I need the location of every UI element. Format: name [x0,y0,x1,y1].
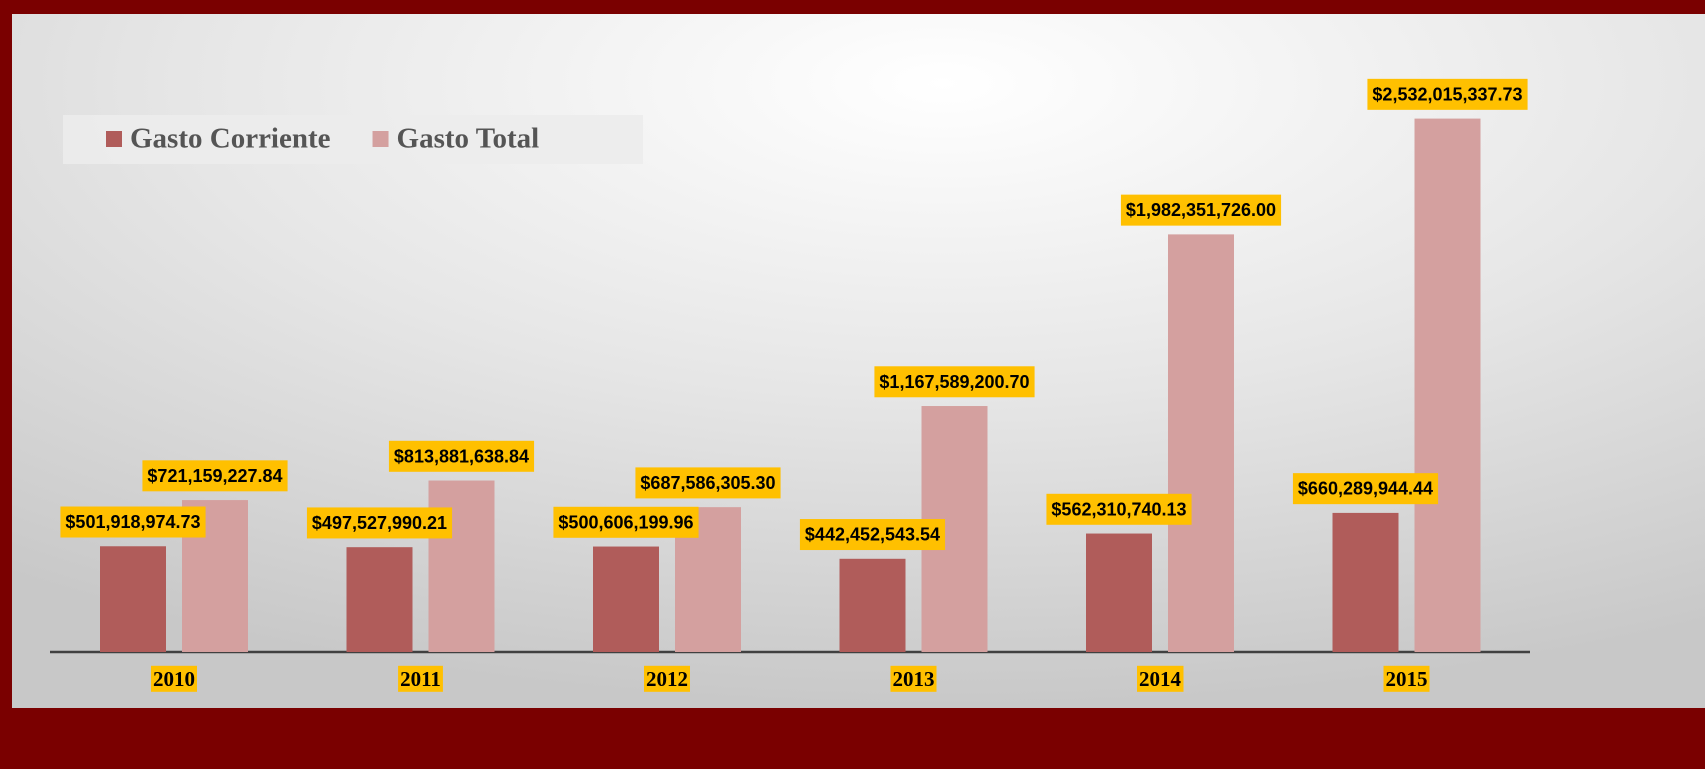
bar [1332,512,1399,652]
data-label: $442,452,543.54 [805,525,940,545]
legend-box [63,115,643,164]
legend-swatch [372,131,389,147]
bar [593,546,659,652]
data-label: $687,586,305.30 [640,473,775,493]
data-label: $497,527,990.21 [312,513,447,533]
bar [839,558,906,652]
label-box [60,506,206,538]
label-box [1046,493,1192,525]
label-box [635,467,781,499]
bar [100,546,166,652]
legend-label: Gasto Total [397,123,540,155]
label-box [151,665,197,692]
label-box [1120,194,1282,226]
x-tick-label: 2014 [1139,667,1182,691]
label-box [388,440,535,472]
data-label: $721,159,227.84 [147,466,282,486]
data-label: $813,881,638.84 [394,446,529,466]
label-box [799,519,946,551]
bar [1414,118,1481,653]
label-box [644,665,690,692]
data-label: $562,310,740.13 [1051,499,1186,519]
data-label: $500,606,199.96 [558,512,693,532]
data-label: $660,289,944.44 [1298,479,1433,499]
x-tick-label: 2013 [893,667,935,691]
legend-label: Gasto Corriente [130,123,331,155]
legend-swatch [106,131,122,147]
label-box [1383,665,1430,692]
data-label: $2,532,015,337.73 [1372,84,1522,104]
label-box [306,507,453,539]
x-tick-label: 2010 [153,667,195,691]
bar [1168,234,1234,652]
x-tick-label: 2012 [646,667,688,691]
label-box [1137,665,1184,692]
data-label: $1,982,351,726.00 [1126,200,1276,220]
bar [1086,533,1152,652]
x-tick-label: 2011 [400,667,441,691]
label-box [1367,78,1528,110]
label-box [553,506,699,538]
label-box [142,460,288,492]
data-label: $501,918,974.73 [65,512,200,532]
label-box [398,665,443,692]
data-label: $1,167,589,200.70 [879,372,1029,392]
label-box [1292,473,1439,505]
label-box [890,665,937,692]
x-tick-label: 2015 [1386,667,1428,691]
bar [346,547,413,652]
label-box [874,366,1035,398]
bar [428,480,495,652]
